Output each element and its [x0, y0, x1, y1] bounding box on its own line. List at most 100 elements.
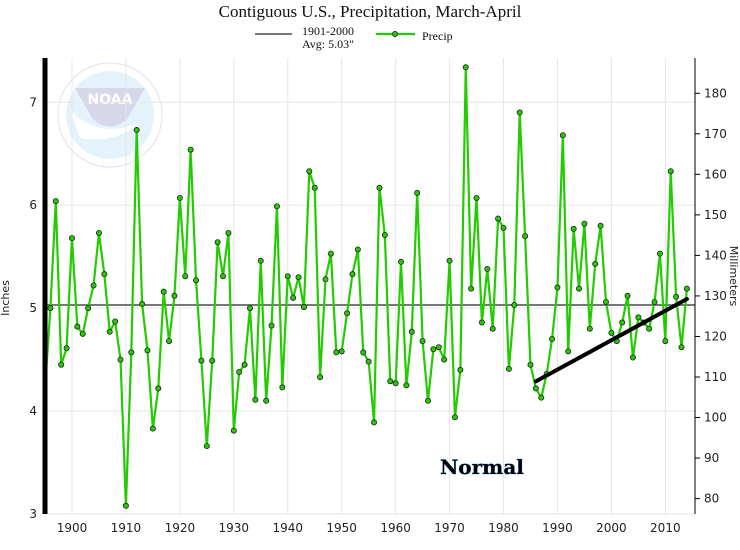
y-tick-label-right: 140 — [704, 248, 727, 262]
data-point — [47, 305, 54, 312]
x-tick-label: 1990 — [542, 521, 573, 535]
data-point — [349, 271, 356, 278]
data-point — [327, 250, 334, 257]
data-point — [187, 146, 194, 153]
data-point — [489, 325, 496, 332]
data-point — [602, 298, 609, 305]
data-point — [338, 348, 345, 355]
y-tick-label-left: 4 — [29, 404, 37, 418]
data-point — [300, 304, 307, 311]
data-point — [673, 293, 680, 300]
data-point — [532, 385, 539, 392]
data-point — [462, 64, 469, 71]
data-point — [144, 347, 151, 354]
data-points — [47, 64, 690, 509]
x-tick-label: 2000 — [596, 521, 627, 535]
noaa-logo-watermark: NOAA — [57, 62, 163, 168]
data-point — [549, 336, 556, 343]
data-point — [203, 443, 210, 450]
data-point — [473, 194, 480, 201]
data-point — [678, 344, 685, 351]
data-point — [133, 127, 140, 134]
data-point — [570, 225, 577, 232]
data-point — [371, 419, 378, 426]
x-tick-label: 1970 — [434, 521, 465, 535]
data-point — [241, 361, 248, 368]
data-point — [441, 356, 448, 363]
data-point — [209, 357, 216, 364]
data-point — [505, 365, 512, 372]
data-point — [220, 273, 227, 280]
data-point — [629, 354, 636, 361]
data-point — [619, 319, 626, 326]
data-point — [106, 328, 113, 335]
legend-marker-precip — [391, 30, 398, 37]
data-point — [446, 257, 453, 264]
data-point — [424, 397, 431, 404]
data-point — [68, 235, 75, 242]
data-point — [236, 368, 243, 375]
legend-label-average-line1: 1901-2000 — [302, 24, 354, 38]
data-point — [182, 273, 189, 280]
data-point — [457, 366, 464, 373]
data-point — [333, 349, 340, 356]
data-point — [155, 385, 162, 392]
y-tick-label-right: 80 — [704, 492, 719, 506]
data-point — [387, 378, 394, 385]
x-tick-label: 1940 — [272, 521, 303, 535]
data-point — [246, 305, 253, 312]
y-tick-label-left: 7 — [29, 95, 37, 109]
data-point — [139, 301, 146, 308]
data-point — [365, 358, 372, 365]
data-point — [257, 257, 264, 264]
data-point — [656, 250, 663, 257]
data-point — [193, 277, 200, 284]
data-point — [284, 273, 291, 280]
data-point — [565, 348, 572, 355]
y-tick-label-right: 100 — [704, 411, 727, 425]
legend: 1901-2000 Avg: 5.03" Precip — [255, 24, 453, 51]
data-point — [586, 325, 593, 332]
grid-lines — [45, 58, 695, 515]
y-tick-label-right: 180 — [704, 86, 727, 100]
data-point — [85, 305, 92, 312]
data-point — [484, 266, 491, 273]
data-point — [381, 232, 388, 239]
annotation-arrow-line — [533, 297, 689, 384]
data-point — [74, 323, 81, 330]
data-point — [403, 382, 410, 389]
data-point — [683, 285, 690, 292]
y-axis-label-left: Inches — [0, 280, 12, 316]
chart-title: Contiguous U.S., Precipitation, March-Ap… — [219, 2, 522, 21]
data-point — [408, 328, 415, 335]
data-point — [79, 330, 86, 337]
data-point — [646, 325, 653, 332]
data-point — [273, 203, 280, 210]
data-point — [398, 258, 405, 265]
x-tick-label: 1900 — [57, 521, 88, 535]
y-axis-label-right: Millimeters — [727, 246, 740, 307]
y-tick-label-right: 120 — [704, 329, 727, 343]
x-tick-label: 1950 — [326, 521, 357, 535]
data-point — [392, 380, 399, 387]
data-point — [419, 338, 426, 345]
data-point — [495, 215, 502, 222]
data-point — [90, 282, 97, 289]
data-point — [538, 394, 545, 401]
data-point — [58, 361, 65, 368]
data-point — [252, 396, 259, 403]
data-point — [597, 222, 604, 229]
data-point — [522, 233, 529, 240]
data-point — [214, 239, 221, 246]
tick-labels: 1900 1910 1920 1930 1940 1950 1960 1970 1980 1990… — [29, 86, 727, 535]
legend-label-precip: Precip — [422, 29, 453, 43]
y-tick-label-left: 3 — [29, 507, 37, 521]
series-line-precip — [43, 67, 689, 506]
data-point — [306, 168, 313, 175]
data-point — [592, 260, 599, 267]
y-tick-label-right: 130 — [704, 289, 727, 303]
data-point — [624, 292, 631, 299]
data-point — [176, 194, 183, 201]
annotation-normal: Normal — [440, 455, 524, 479]
